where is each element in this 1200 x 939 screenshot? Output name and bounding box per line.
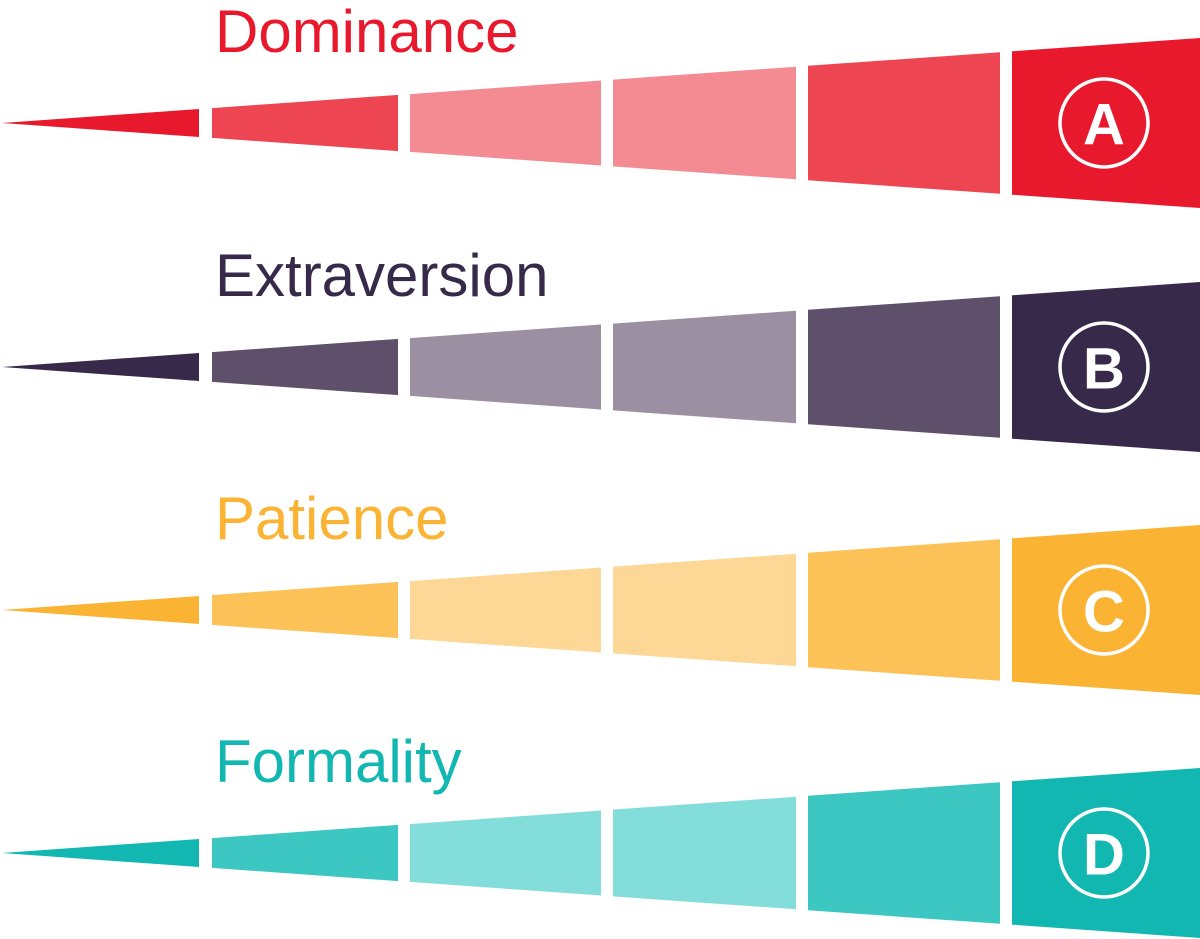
wedge-tip (2, 839, 199, 867)
wedge-segment-5 (1012, 282, 1200, 452)
wedge-segment-3 (613, 66, 796, 180)
scale-patience: Patience C (2, 485, 1200, 695)
scale-title: Patience (215, 485, 449, 552)
wedge-segment-3 (613, 310, 796, 424)
wedge-tip (2, 109, 199, 137)
badge-ring (1058, 77, 1150, 169)
wedge-segment-5 (1012, 525, 1200, 695)
scale-extraversion: Extraversion B (2, 242, 1200, 452)
wedge-segment-2 (410, 324, 601, 410)
wedge-segment-4 (808, 539, 1000, 681)
scale-dominance: Dominance A (2, 0, 1200, 208)
scale-title: Dominance (215, 0, 519, 65)
wedge-segment-3 (613, 796, 796, 910)
wedge-tip (2, 596, 199, 624)
scale-formality: Formality D (2, 728, 1200, 938)
wedge-segment-4 (808, 296, 1000, 438)
wedge-segment-5 (1012, 768, 1200, 938)
wedge-segment-5 (1012, 38, 1200, 208)
wedge-segment-1 (212, 824, 398, 882)
wedge-segment-2 (410, 80, 601, 166)
wedge-segment-4 (808, 52, 1000, 194)
wedge-segment-1 (212, 581, 398, 639)
badge-letter: D (1083, 823, 1125, 888)
badge-ring (1058, 807, 1150, 899)
wedge-segment-3 (613, 553, 796, 667)
badge-letter: C (1083, 580, 1125, 645)
badge-letter: B (1083, 337, 1125, 402)
wedge-segment-2 (410, 567, 601, 653)
scale-title: Formality (215, 728, 462, 795)
badge-letter: A (1083, 93, 1125, 158)
wedge-segment-2 (410, 810, 601, 896)
badge-ring (1058, 564, 1150, 656)
wedge-segment-1 (212, 94, 398, 152)
badge-ring (1058, 321, 1150, 413)
wedge-segment-4 (808, 782, 1000, 924)
scale-title: Extraversion (215, 242, 548, 309)
wedge-tip (2, 353, 199, 381)
wedge-segment-1 (212, 338, 398, 396)
